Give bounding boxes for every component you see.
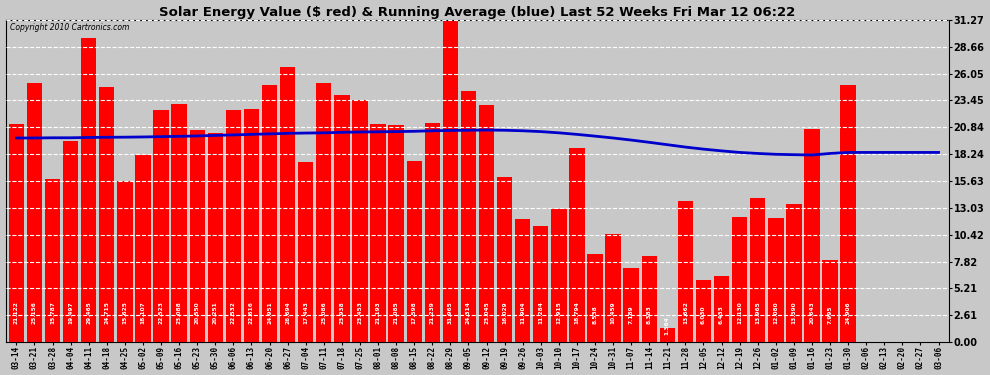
Bar <box>280 67 295 342</box>
Bar <box>316 84 332 342</box>
Text: 20.643: 20.643 <box>810 301 815 324</box>
Bar <box>226 110 242 342</box>
Text: 8.538: 8.538 <box>592 305 598 324</box>
Bar <box>606 234 621 342</box>
Bar <box>117 181 133 342</box>
Text: 7.995: 7.995 <box>828 305 833 324</box>
Text: Copyright 2010 Cartronics.com: Copyright 2010 Cartronics.com <box>10 23 130 32</box>
Text: 18.107: 18.107 <box>141 301 146 324</box>
Bar <box>732 217 747 342</box>
Bar <box>714 276 730 342</box>
Text: 11.904: 11.904 <box>520 301 525 324</box>
Bar <box>9 124 24 342</box>
Bar <box>841 86 855 342</box>
Text: 20.550: 20.550 <box>195 301 200 324</box>
Text: 15.787: 15.787 <box>50 301 55 324</box>
Bar <box>208 134 223 342</box>
Text: 12.915: 12.915 <box>556 301 561 324</box>
Bar <box>370 124 386 342</box>
Text: 20.251: 20.251 <box>213 301 218 324</box>
Bar <box>262 85 277 342</box>
Text: 13.662: 13.662 <box>683 301 688 324</box>
Bar <box>786 204 802 342</box>
Bar <box>479 105 494 342</box>
Bar <box>63 141 78 342</box>
Text: 1.364: 1.364 <box>665 316 670 335</box>
Text: 23.938: 23.938 <box>340 301 345 324</box>
Text: 23.453: 23.453 <box>357 301 362 324</box>
Text: 8.383: 8.383 <box>646 305 651 324</box>
Bar <box>407 161 422 342</box>
Bar <box>189 130 205 342</box>
Text: 15.625: 15.625 <box>123 301 128 324</box>
Bar <box>768 217 783 342</box>
Bar <box>823 260 838 342</box>
Text: 21.085: 21.085 <box>394 301 399 324</box>
Bar <box>443 12 458 342</box>
Text: 16.029: 16.029 <box>502 301 507 324</box>
Text: 24.951: 24.951 <box>267 301 272 324</box>
Bar <box>551 209 566 342</box>
Bar <box>804 129 820 342</box>
Bar <box>45 179 60 342</box>
Bar <box>624 268 639 342</box>
Text: 6.433: 6.433 <box>719 305 724 324</box>
Text: 6.030: 6.030 <box>701 305 706 324</box>
Bar <box>244 109 259 342</box>
Bar <box>587 254 603 342</box>
Text: 10.459: 10.459 <box>611 301 616 324</box>
Text: 22.616: 22.616 <box>248 301 254 324</box>
Text: 18.794: 18.794 <box>574 301 579 324</box>
Text: 12.130: 12.130 <box>738 301 742 324</box>
Bar <box>460 92 476 342</box>
Text: 12.080: 12.080 <box>773 301 778 324</box>
Text: 22.532: 22.532 <box>231 301 236 324</box>
Text: 7.189: 7.189 <box>629 305 634 324</box>
Bar <box>27 83 43 342</box>
Text: 24.906: 24.906 <box>845 301 850 324</box>
Text: 17.443: 17.443 <box>303 301 308 324</box>
Bar <box>388 125 404 342</box>
Bar <box>99 87 115 342</box>
Text: 22.523: 22.523 <box>158 301 163 324</box>
Text: 25.086: 25.086 <box>322 301 327 324</box>
Bar <box>569 148 585 342</box>
Text: 13.390: 13.390 <box>791 301 796 324</box>
Bar <box>136 156 150 342</box>
Text: 11.284: 11.284 <box>539 301 544 324</box>
Text: 23.045: 23.045 <box>484 301 489 324</box>
Text: 25.156: 25.156 <box>32 301 37 324</box>
Text: 23.088: 23.088 <box>176 301 181 324</box>
Bar <box>335 95 349 342</box>
Text: 26.694: 26.694 <box>285 301 290 324</box>
Bar <box>425 123 440 342</box>
Text: 21.122: 21.122 <box>14 301 19 324</box>
Bar <box>298 162 314 342</box>
Bar <box>153 110 168 342</box>
Text: 21.193: 21.193 <box>375 301 380 324</box>
Text: 17.598: 17.598 <box>412 301 417 324</box>
Text: 21.239: 21.239 <box>430 301 435 324</box>
Text: 13.965: 13.965 <box>755 301 760 324</box>
Bar <box>515 219 531 342</box>
Text: 29.465: 29.465 <box>86 301 91 324</box>
Bar <box>750 198 765 342</box>
Text: 24.314: 24.314 <box>466 301 471 324</box>
Bar <box>81 38 96 342</box>
Bar <box>171 104 187 342</box>
Bar <box>642 256 657 342</box>
Bar <box>533 226 548 342</box>
Bar <box>696 280 711 342</box>
Text: 19.497: 19.497 <box>68 301 73 324</box>
Bar <box>497 177 512 342</box>
Text: 31.965: 31.965 <box>447 301 452 324</box>
Bar <box>352 100 367 342</box>
Title: Solar Energy Value ($ red) & Running Average (blue) Last 52 Weeks Fri Mar 12 06:: Solar Energy Value ($ red) & Running Ave… <box>159 6 796 18</box>
Bar <box>678 201 693 342</box>
Text: 24.715: 24.715 <box>104 301 109 324</box>
Bar <box>659 328 675 342</box>
